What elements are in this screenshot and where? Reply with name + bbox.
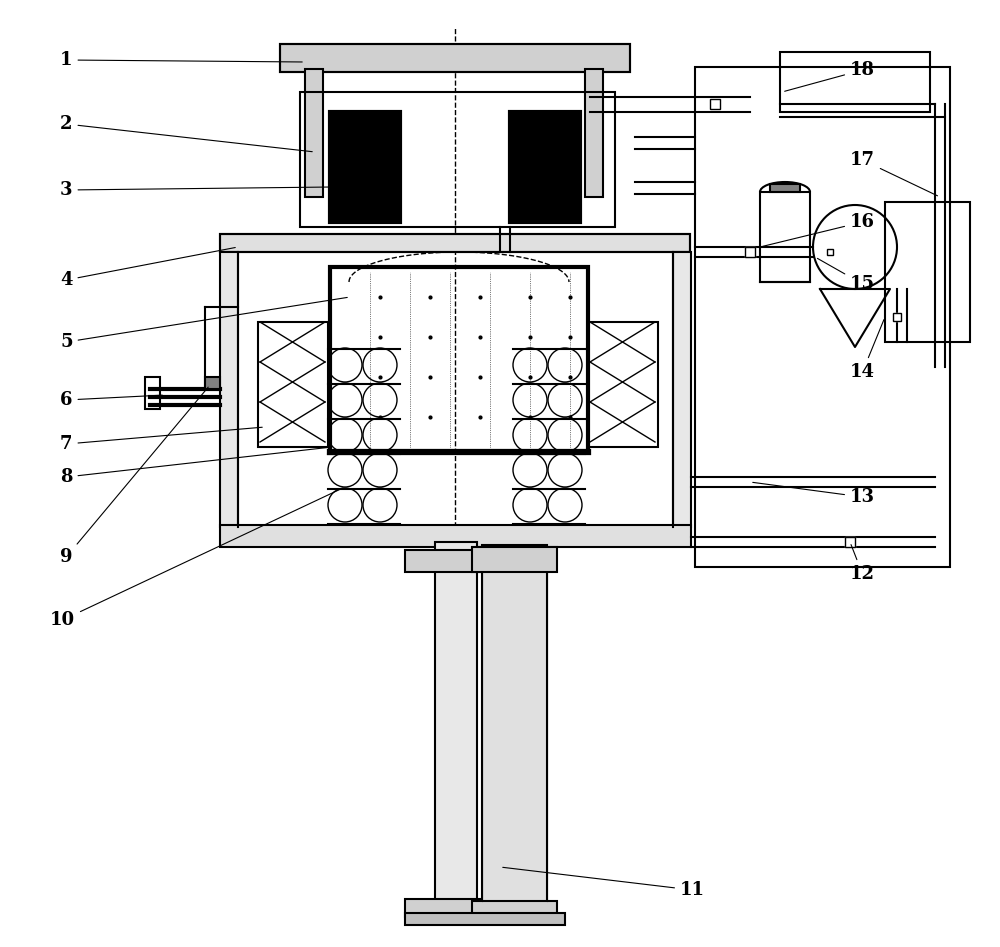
- Bar: [220, 252, 238, 527]
- Text: 11: 11: [503, 867, 705, 899]
- Bar: [472, 901, 557, 919]
- Text: 17: 17: [850, 151, 937, 196]
- Bar: [695, 67, 950, 567]
- Bar: [330, 267, 588, 452]
- Bar: [760, 192, 810, 282]
- Bar: [205, 377, 220, 389]
- Text: 12: 12: [850, 545, 875, 583]
- Bar: [300, 92, 615, 227]
- Bar: [405, 550, 507, 572]
- Text: 10: 10: [50, 489, 342, 629]
- Bar: [305, 69, 323, 197]
- Bar: [280, 44, 630, 72]
- Text: 6: 6: [60, 391, 162, 409]
- Text: 1: 1: [60, 51, 302, 69]
- Bar: [330, 112, 400, 222]
- Bar: [220, 234, 690, 252]
- Bar: [885, 202, 970, 342]
- Text: 2: 2: [60, 115, 312, 152]
- Bar: [673, 252, 691, 527]
- Bar: [405, 913, 565, 925]
- Text: 9: 9: [60, 387, 208, 566]
- Bar: [585, 69, 603, 197]
- Bar: [145, 377, 160, 409]
- Bar: [220, 525, 691, 547]
- Text: 4: 4: [60, 247, 235, 289]
- Bar: [472, 547, 557, 572]
- Text: 15: 15: [817, 259, 875, 293]
- Bar: [770, 184, 800, 192]
- Bar: [435, 542, 477, 917]
- Bar: [780, 52, 930, 112]
- Bar: [258, 322, 328, 447]
- Text: 8: 8: [60, 447, 329, 486]
- Bar: [482, 545, 547, 917]
- Text: 3: 3: [60, 181, 329, 199]
- Bar: [588, 322, 658, 447]
- Text: 5: 5: [60, 297, 347, 351]
- Text: 13: 13: [753, 482, 875, 506]
- Bar: [405, 899, 507, 917]
- Text: 14: 14: [850, 319, 884, 381]
- Text: 16: 16: [763, 213, 875, 246]
- Text: 18: 18: [785, 61, 875, 91]
- Bar: [510, 112, 580, 222]
- Bar: [220, 234, 690, 252]
- Bar: [280, 44, 630, 72]
- Text: 7: 7: [60, 427, 262, 453]
